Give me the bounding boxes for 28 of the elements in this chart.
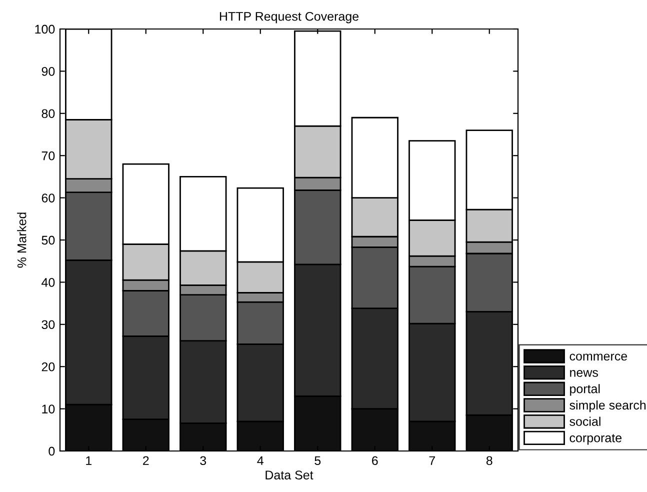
y-tick-label: 100 bbox=[35, 24, 55, 34]
y-tick-label: 20 bbox=[42, 362, 55, 372]
x-tick-label: 7 bbox=[429, 456, 435, 465]
y-tick-label: 70 bbox=[42, 151, 55, 160]
y-tick-label: 80 bbox=[42, 109, 55, 118]
legend-label: corporate bbox=[570, 434, 622, 445]
y-tick-label: 90 bbox=[42, 67, 55, 76]
x-axis-title: Data Set bbox=[266, 470, 314, 480]
y-tick-label: 50 bbox=[42, 236, 55, 245]
x-tick-label: 1 bbox=[86, 456, 92, 465]
x-tick-label: 2 bbox=[143, 456, 149, 465]
x-tick-label: 5 bbox=[314, 456, 321, 466]
y-tick-label: 0 bbox=[48, 446, 55, 456]
x-tick-label: 8 bbox=[486, 456, 492, 466]
y-tick-label: 10 bbox=[42, 404, 55, 414]
y-tick-label: 60 bbox=[42, 194, 55, 202]
legend-label: social bbox=[570, 416, 600, 426]
x-tick-label: 6 bbox=[372, 456, 378, 466]
legend-label: portal bbox=[570, 384, 600, 396]
y-tick-label: 40 bbox=[42, 278, 55, 287]
x-tick-label: 3 bbox=[200, 456, 206, 466]
legend-label: news bbox=[570, 370, 598, 377]
legend-label: commerce bbox=[570, 354, 628, 361]
chart-title: HTTP Request Coverage bbox=[220, 12, 359, 24]
y-tick-label: 30 bbox=[42, 320, 55, 330]
legend-label: simple search bbox=[570, 400, 646, 412]
x-tick-label: 4 bbox=[257, 456, 264, 465]
y-axis-title: % Marked bbox=[17, 212, 26, 268]
